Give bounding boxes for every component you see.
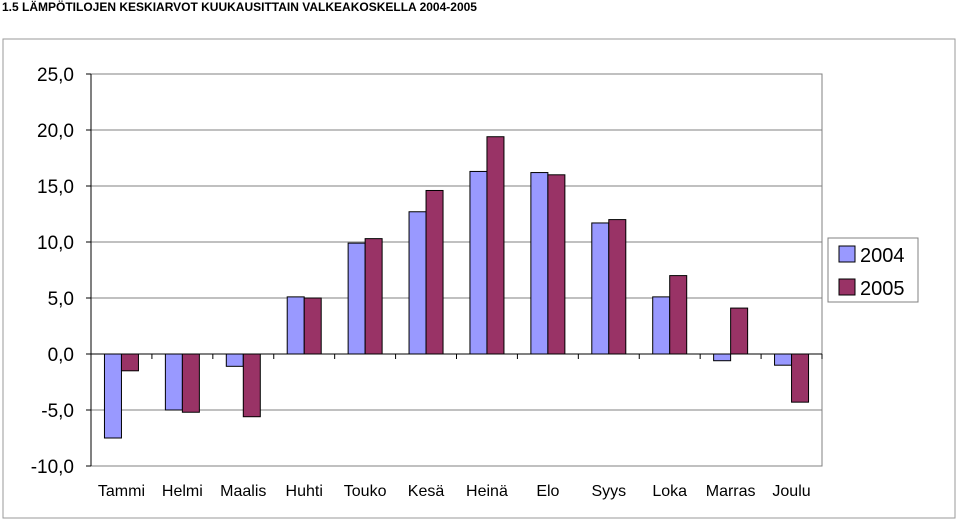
bar-2005-syys — [608, 219, 627, 355]
x-tick-label: Huhti — [286, 483, 323, 500]
bar-2004-huhti — [286, 296, 305, 355]
bar-2004-joulu — [774, 353, 793, 366]
bar-2005-joulu — [791, 353, 810, 403]
bar-2005-kesä — [425, 189, 444, 355]
y-tick-label: -10,0 — [31, 457, 74, 478]
y-axis-ticks: -10,0 -5,0 0,0 5,0 10,0 15,0 20,0 25,0 — [31, 65, 91, 478]
y-tick-label: 15,0 — [37, 177, 74, 198]
y-tick-label: 25,0 — [37, 65, 74, 86]
bar-2005-maalis — [242, 353, 261, 418]
bar-2004-kesä — [408, 211, 427, 355]
y-tick-label: -5,0 — [41, 401, 74, 422]
x-tick-label: Helmi — [162, 483, 203, 500]
gridlines — [91, 129, 822, 411]
y-tick-label: 5,0 — [48, 289, 74, 310]
bar-2005-marras — [730, 307, 749, 355]
legend-swatch-2005 — [838, 278, 856, 296]
bar-2004-heinä — [469, 170, 488, 355]
x-tick-label: Tammi — [98, 483, 145, 500]
x-tick-label: Touko — [344, 483, 387, 500]
bar-2004-helmi — [164, 353, 183, 411]
y-tick-label: 10,0 — [37, 233, 74, 254]
bars — [103, 136, 810, 439]
bar-2005-touko — [364, 238, 383, 355]
legend: 2004 2005 — [827, 237, 919, 303]
legend-label-2004: 2004 — [860, 245, 905, 267]
x-tick-label: Syys — [591, 483, 626, 500]
x-tick-label: Kesä — [408, 483, 445, 500]
bar-2004-tammi — [103, 353, 122, 439]
bar-2004-maalis — [225, 353, 244, 367]
x-tick-label: Loka — [652, 483, 687, 500]
bar-2004-syys — [591, 222, 610, 355]
legend-label-2005: 2005 — [860, 278, 905, 300]
bar-2004-loka — [652, 296, 671, 355]
bar-2004-marras — [713, 353, 732, 362]
bar-2005-tammi — [120, 353, 139, 372]
bar-2005-heinä — [486, 136, 505, 355]
legend-swatch-2004 — [838, 245, 856, 263]
chart-title: 1.5 LÄMPÖTILOJEN KESKIARVOT KUUKAUSITTAI… — [2, 0, 477, 14]
y-tick-label: 0,0 — [48, 345, 74, 366]
bar-2005-huhti — [303, 297, 322, 355]
x-tick-label: Heinä — [466, 483, 508, 500]
axes — [90, 74, 823, 466]
x-tick-label: Elo — [536, 483, 559, 500]
x-tick-label: Joulu — [772, 483, 810, 500]
bar-2005-helmi — [181, 353, 200, 413]
bar-2004-touko — [347, 242, 366, 355]
x-tick-label: Maalis — [220, 483, 266, 500]
plot-area — [90, 73, 823, 467]
bar-2004-elo — [530, 172, 549, 355]
y-tick-label: 20,0 — [37, 121, 74, 142]
bar-2005-elo — [547, 174, 566, 355]
x-axis-ticks: Tammi Helmi Maalis Huhti Touko Kesä Heinä Elo Sy… — [98, 483, 811, 500]
x-tick-label: Marras — [706, 483, 756, 500]
bar-2005-loka — [669, 275, 688, 355]
